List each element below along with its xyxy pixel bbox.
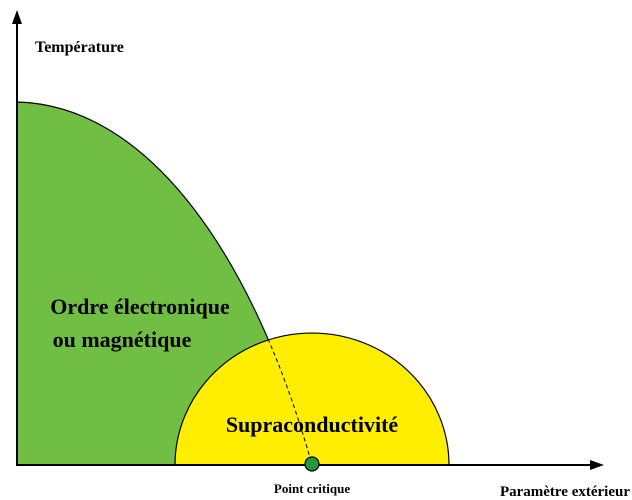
critical-point bbox=[304, 456, 320, 472]
y-axis-label: Température bbox=[35, 39, 124, 56]
y-axis-arrow bbox=[12, 10, 22, 24]
x-axis-label: Paramètre extérieur bbox=[500, 484, 630, 500]
superconductivity-dome bbox=[174, 332, 450, 466]
x-axis-arrow bbox=[590, 460, 604, 470]
critical-point-label: Point critique bbox=[274, 481, 350, 496]
order-label: Ordre électronique bbox=[50, 294, 230, 319]
order-label: ou magnétique bbox=[53, 327, 192, 352]
superconductivity-label: Supraconductivité bbox=[226, 412, 399, 437]
